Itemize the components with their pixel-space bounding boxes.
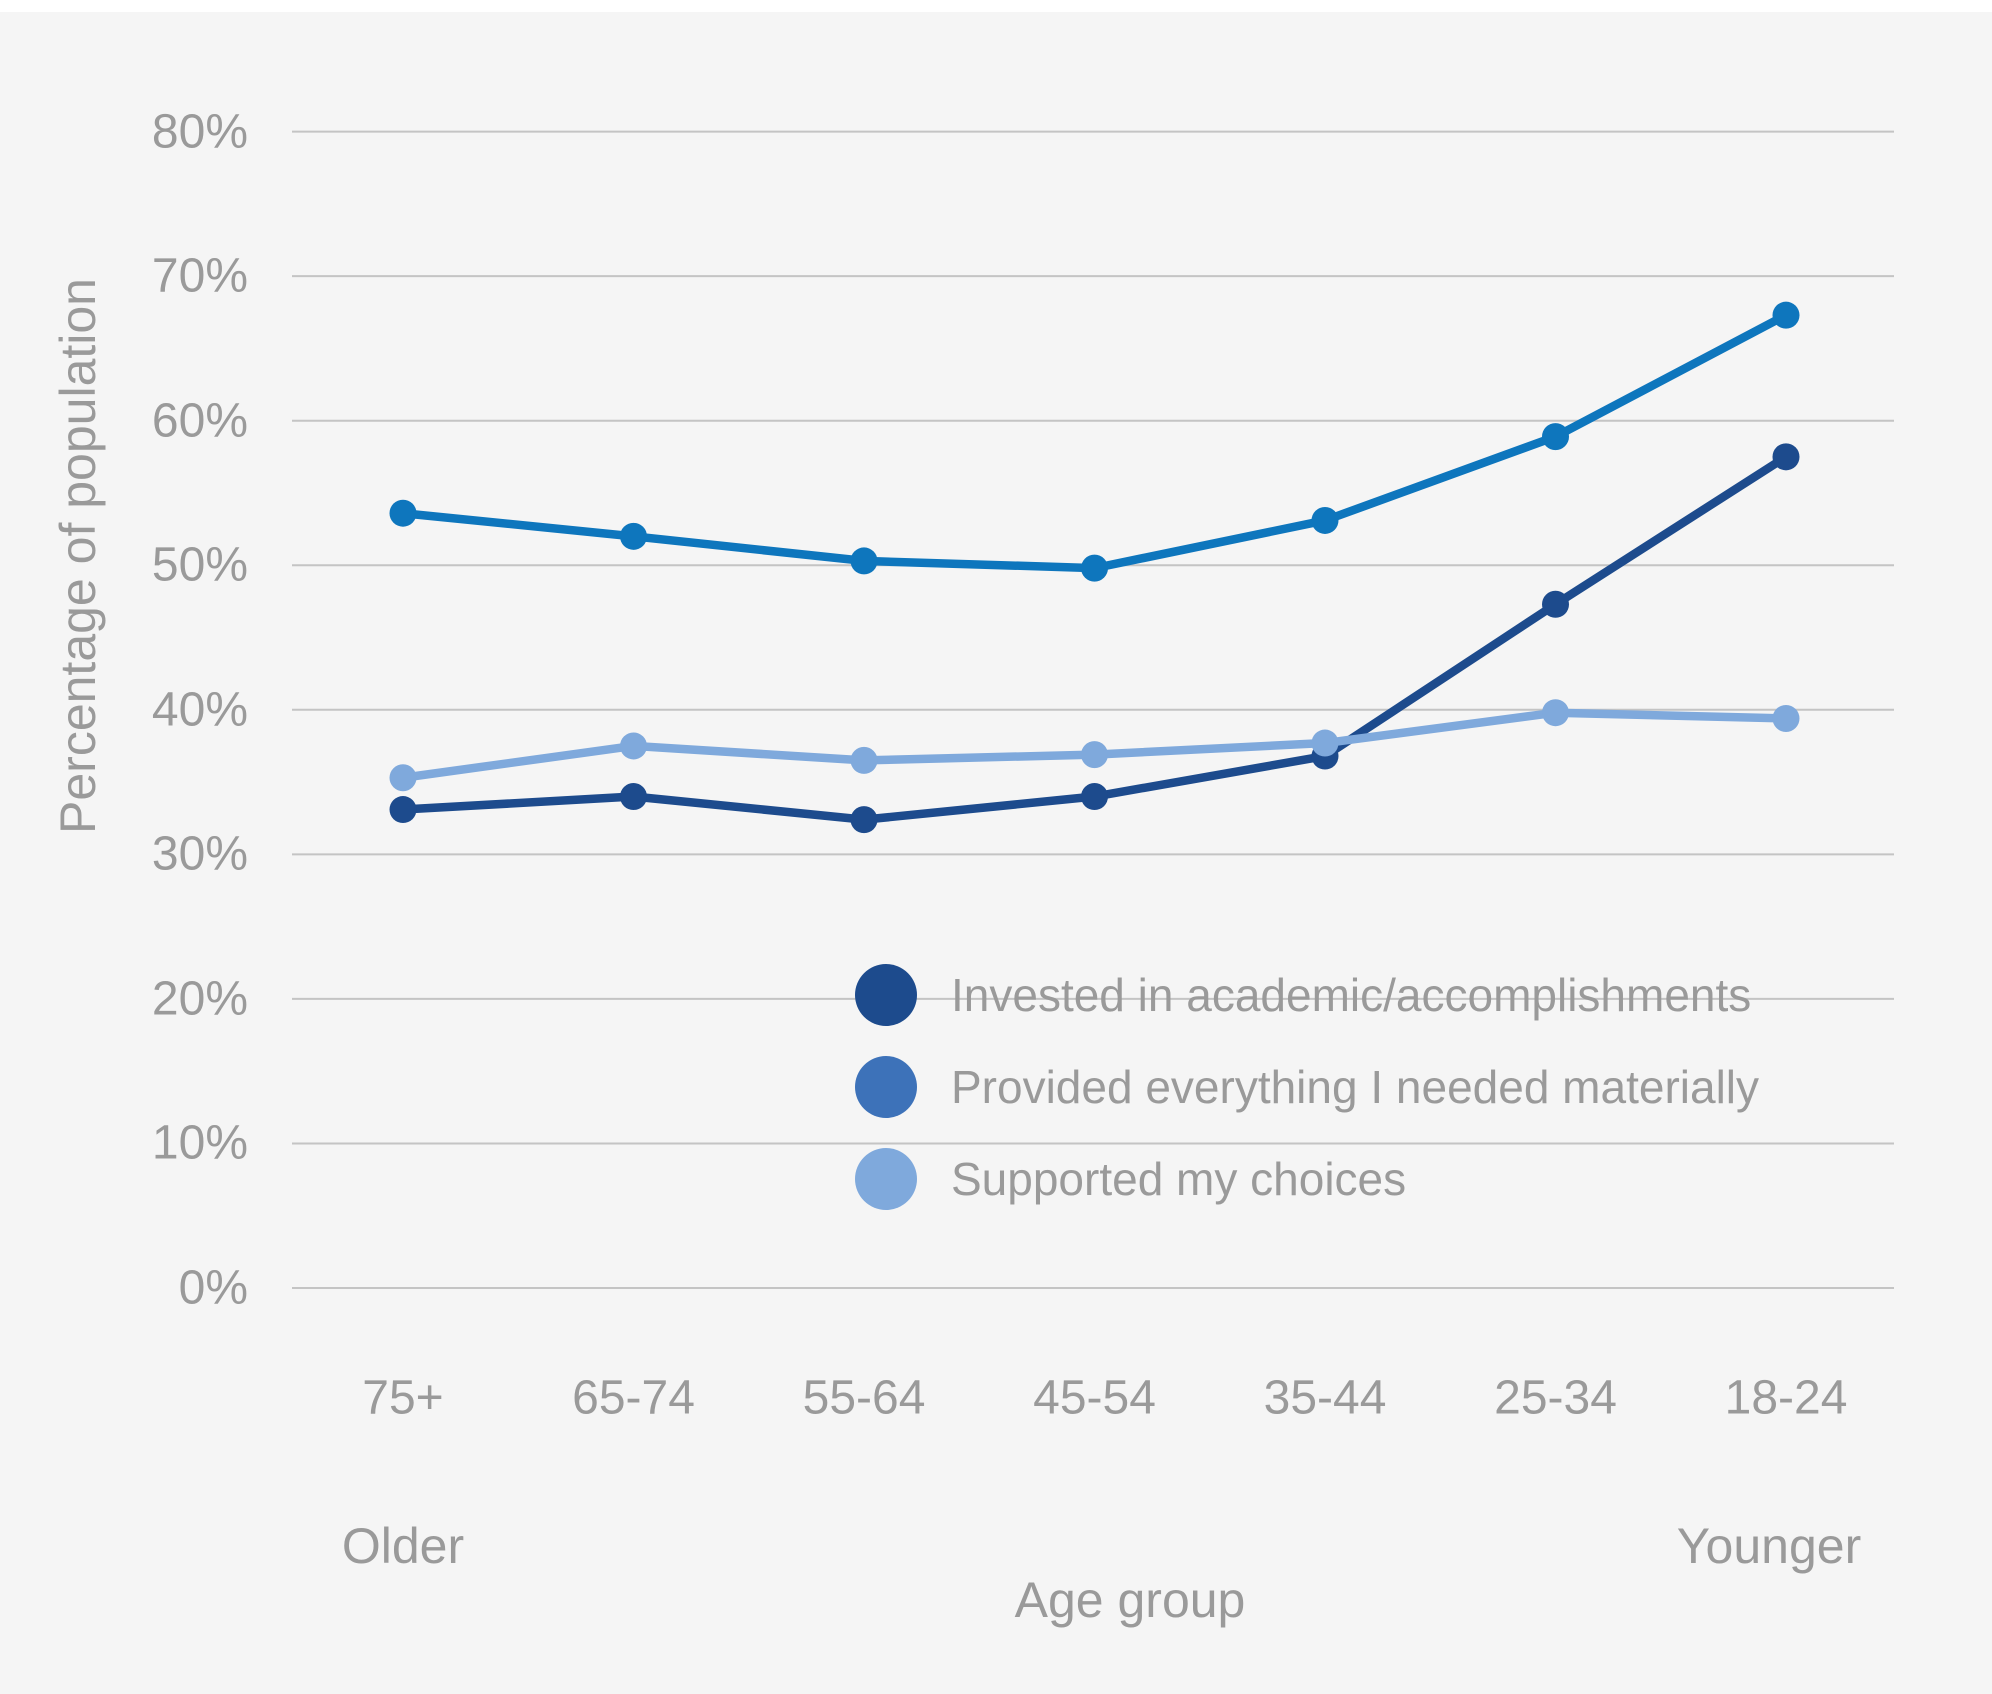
series-1-marker-18-24 [1772,301,1800,329]
y-tick-label-50: 50% [151,538,248,592]
x-category-label-25-34: 25-34 [1494,1371,1617,1425]
legend-swatch-1 [855,1056,917,1118]
x-category-label-45-54: 45-54 [1033,1371,1156,1425]
x-category-label-35-44: 35-44 [1263,1371,1387,1425]
series-1-marker-35-44 [1311,506,1339,534]
x-category-label-75+: 75+ [362,1371,444,1425]
y-axis-title: Percentage of population [50,278,106,834]
series-2-marker-55-64 [850,746,878,774]
y-tick-label-10: 10% [151,1116,248,1170]
y-tick-label-40: 40% [151,683,248,737]
series-0-marker-75+ [389,796,417,824]
y-tick-label-20: 20% [151,972,248,1026]
legend-swatch-2 [855,1148,917,1210]
series-1-marker-25-34 [1542,423,1569,451]
younger-end-label: Younger [1676,1518,1862,1574]
series-1-marker-65-74 [620,522,647,550]
x-category-label-18-24: 18-24 [1724,1371,1848,1425]
series-2-marker-18-24 [1772,704,1800,732]
legend-label-2: Supported my choices [951,1153,1407,1205]
x-category-label-55-64: 55-64 [802,1371,926,1425]
series-2-marker-25-34 [1542,699,1569,727]
series-2-marker-35-44 [1311,729,1339,757]
legend-label-1: Provided everything I needed materially [951,1061,1760,1113]
top-strip [0,0,1992,12]
y-tick-label-0: 0% [178,1261,248,1315]
y-tick-label-70: 70% [151,249,248,303]
older-end-label: Older [341,1518,465,1574]
series-line-1 [402,311,1788,573]
series-0-marker-65-74 [620,783,647,811]
x-category-label-65-74: 65-74 [572,1371,695,1425]
series-0-marker-45-54 [1081,783,1108,811]
series-1-marker-55-64 [850,547,878,575]
series-0-marker-18-24 [1772,443,1800,471]
series-2-marker-75+ [389,764,417,792]
legend-swatch-0 [855,964,917,1026]
series-2-marker-45-54 [1081,741,1108,769]
y-tick-label-30: 30% [151,827,248,881]
series-0-marker-55-64 [850,806,878,834]
series-1-marker-75+ [389,499,417,527]
legend-label-0: Invested in academic/accomplishments [951,969,1752,1021]
y-tick-label-80: 80% [151,105,248,159]
series-2-marker-65-74 [620,732,647,760]
y-tick-label-60: 60% [151,394,248,448]
x-axis-title: Age group [1014,1572,1246,1628]
series-1-marker-45-54 [1081,554,1108,582]
series-0-marker-25-34 [1542,590,1569,618]
